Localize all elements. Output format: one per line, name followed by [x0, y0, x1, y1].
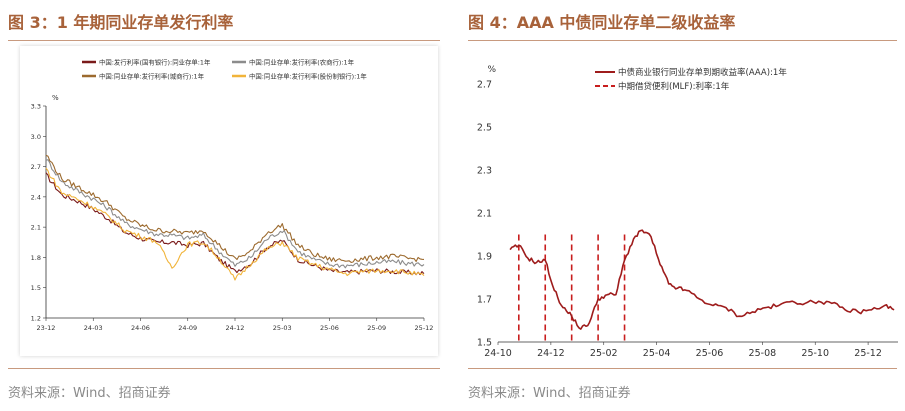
y-tick-label: 3.3 [31, 103, 41, 111]
x-tick-label: 25-12 [854, 348, 882, 359]
series-line-0 [45, 172, 425, 276]
source-divider [468, 368, 897, 369]
title-divider [468, 40, 897, 41]
y-tick-label: 2.1 [477, 209, 492, 220]
series-line-1 [45, 159, 425, 269]
y-tick-label: 1.5 [477, 338, 492, 349]
y-tick-label: 2.1 [31, 224, 41, 232]
y-tick-label: 1.2 [31, 315, 41, 323]
y-tick-label: 2.4 [31, 193, 41, 201]
x-tick-label: 25-12 [415, 324, 434, 332]
figure-4-source: 资料来源：Wind、招商证券 [468, 386, 631, 401]
y-tick-label: 2.3 [477, 166, 492, 177]
chart-2-svg: % 1.5 1.7 1.9 2.1 2.3 2.5 2.7 24-10 24-12 25-02 25-… [477, 65, 898, 359]
x-tick-label: 24-03 [84, 324, 103, 332]
legend-label: 中国:同业存单:发行利率(股份制银行):1年 [249, 72, 367, 81]
x-tick-label: 25-03 [273, 324, 292, 332]
legend-label: 中国:同业存单:发行利率(城商行):1年 [99, 72, 205, 81]
chart-1-plot-area: % 1.2 1.5 1.8 2.1 2.4 2.7 3.0 3.3 23-12 24-03 24-06… [20, 46, 438, 356]
x-tick-label: 24-10 [484, 348, 512, 359]
chart-2-plot-area: % 1.5 1.7 1.9 2.1 2.3 2.5 2.7 24-10 24-12 25-02 25-… [460, 46, 905, 362]
source-divider [8, 368, 440, 369]
chart-1-svg: % 1.2 1.5 1.8 2.1 2.4 2.7 3.0 3.3 23-12 24-03 24-06… [31, 58, 434, 333]
x-tick-label: 24-06 [131, 324, 150, 332]
x-tick-label: 24-12 [226, 324, 245, 332]
y-tick-label: 1.7 [477, 295, 492, 306]
x-tick-label: 25-02 [590, 348, 618, 359]
x-tick-label: 25-04 [643, 348, 671, 359]
legend-label: 中国:发行利率(国有银行):同业存单:1年 [99, 58, 211, 67]
x-tick-label: 24-09 [178, 324, 197, 332]
figure-3-title: 图 3：1 年期同业存单发行利率 [8, 13, 234, 32]
y-tick-label: 1.8 [31, 254, 41, 262]
y-tick-label: 1.9 [477, 252, 492, 263]
figure-3-source: 资料来源：Wind、招商证券 [8, 386, 171, 401]
series-line-2 [45, 154, 425, 263]
y-tick-label: 2.7 [477, 80, 492, 91]
title-divider [8, 40, 440, 41]
legend-label: 中国:同业存单:发行利率(农商行):1年 [249, 58, 355, 67]
x-tick-label: 23-12 [37, 324, 56, 332]
y-axis-unit-label: % [487, 65, 496, 75]
x-tick-label: 25-10 [801, 348, 829, 359]
series-line-3 [45, 167, 425, 281]
figure-3-panel: 图 3：1 年期同业存单发行利率 % 1.2 1.5 1.8 2.1 2.4 2.7 3.0 3… [0, 0, 448, 411]
figure-4-panel: 图 4：AAA 中债同业存单二级收益率 % 1.5 1.7 1.9 2.1 2.3 2.5 2… [460, 0, 905, 411]
x-tick-label: 25-08 [749, 348, 777, 359]
y-tick-label: 3.0 [31, 133, 41, 141]
legend-label: 中期借贷便利(MLF):利率:1年 [618, 81, 730, 92]
x-tick-label: 24-12 [537, 348, 565, 359]
legend-label: 中债商业银行同业存单到期收益率(AAA):1年 [618, 67, 787, 78]
y-tick-label: 2.5 [477, 123, 492, 134]
y-tick-label: 2.7 [31, 163, 41, 171]
x-tick-label: 25-09 [367, 324, 386, 332]
series-line-yield [509, 229, 895, 330]
x-tick-label: 25-06 [320, 324, 339, 332]
y-axis-unit-label: % [52, 94, 59, 102]
figure-4-title: 图 4：AAA 中债同业存单二级收益率 [468, 13, 736, 32]
x-tick-label: 25-06 [696, 348, 724, 359]
y-tick-label: 1.5 [31, 284, 41, 292]
